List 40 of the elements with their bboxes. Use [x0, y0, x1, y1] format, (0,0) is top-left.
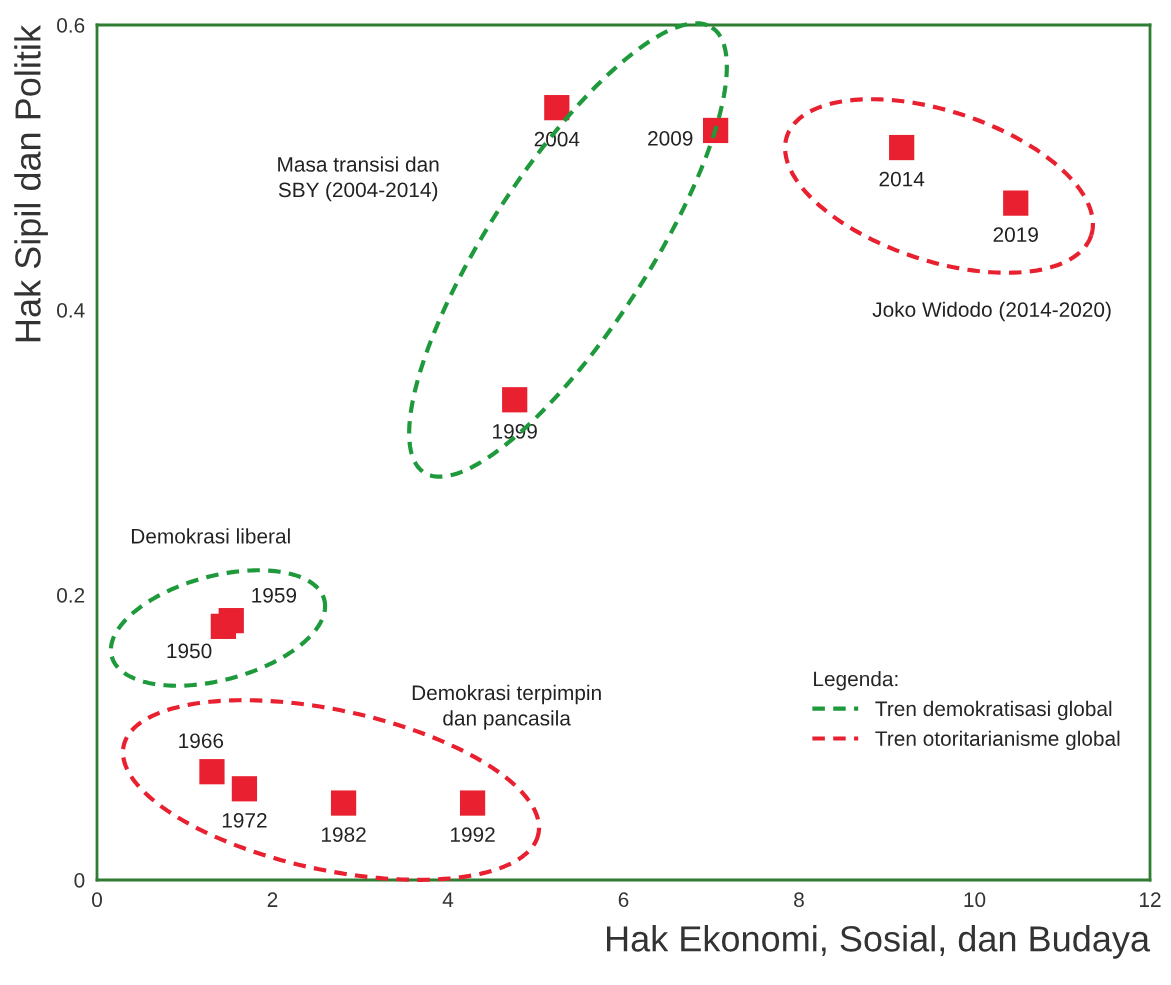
- y-tick-label: 0: [74, 873, 85, 888]
- x-tick-label: 6: [618, 892, 629, 908]
- x-axis-title: Hak Ekonomi, Sosial, dan Budaya: [607, 925, 1151, 959]
- point: [330, 790, 357, 816]
- annotation: 1992: [450, 827, 495, 842]
- point: [231, 776, 258, 802]
- x-tick-label: 8: [794, 892, 804, 908]
- annotation: 2019: [993, 227, 1038, 243]
- point: [199, 759, 225, 785]
- x-tick-label: 10: [964, 892, 986, 908]
- x-tick-label: 0: [92, 892, 102, 908]
- annotation: Demokrasi liberal: [131, 528, 290, 544]
- annotation: 1972: [222, 812, 267, 828]
- x-tick-label: 4: [442, 892, 454, 907]
- point: [502, 387, 528, 413]
- point: [544, 95, 570, 121]
- annotation: Demokrasi terpimpin dan pancasila: [412, 684, 601, 730]
- annotation: 2004: [534, 131, 580, 147]
- x-tick-label: 12: [1140, 892, 1161, 907]
- annotation: 2014: [879, 171, 925, 187]
- y-tick-label: 0.6: [57, 18, 85, 33]
- annotation: 1950: [167, 643, 212, 659]
- annotation: 1959: [252, 587, 297, 603]
- x-tick-label: 2: [267, 892, 278, 907]
- annotation: Masa transisi dan SBY (2004-2014): [278, 156, 439, 202]
- legend-label: Tren otoritarianisme global: [875, 730, 1120, 751]
- point: [889, 134, 915, 161]
- annotation: Joko Widodo (2014-2020): [872, 301, 1111, 322]
- point: [703, 117, 729, 144]
- y-tick-label: 0.4: [57, 303, 85, 318]
- annotation: 1982: [322, 827, 366, 842]
- legend-label: Tren demokratisasi global: [875, 700, 1112, 721]
- point: [459, 790, 486, 816]
- point: [1003, 190, 1029, 216]
- y-axis-title: Hak Sipil dan Politik: [14, 24, 48, 342]
- annotation: 2009: [648, 131, 693, 146]
- annotation: 1966: [179, 733, 224, 749]
- y-tick-label: 0.2: [57, 588, 85, 603]
- point: [218, 608, 244, 634]
- legend-title: Legenda:: [814, 671, 898, 691]
